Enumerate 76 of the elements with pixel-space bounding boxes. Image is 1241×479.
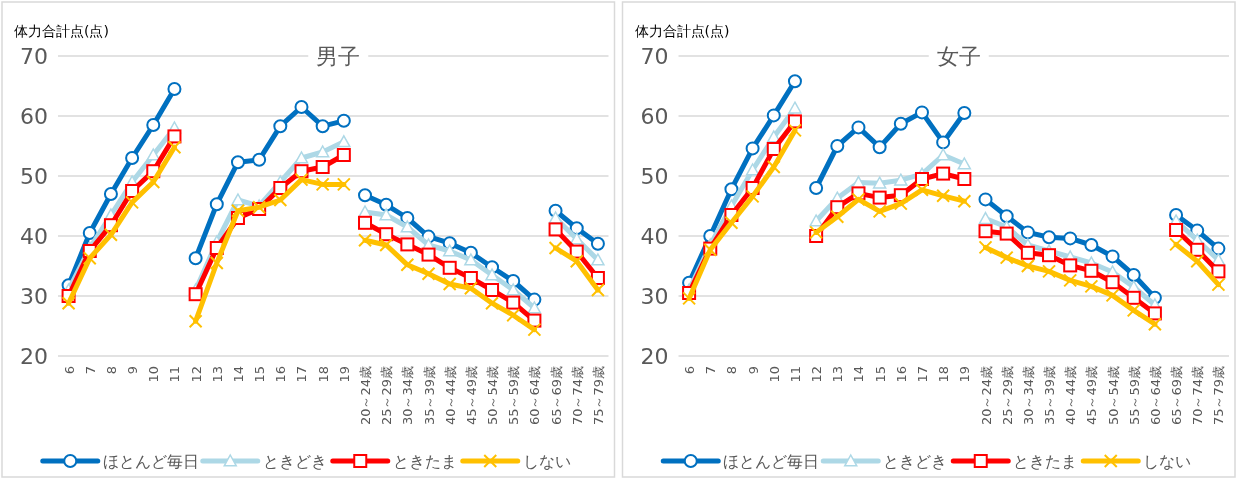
x-tick-label: 14	[230, 366, 246, 383]
x-tick-label: 19	[336, 366, 352, 383]
x-tick-label: 17	[914, 366, 930, 383]
legend-label: ときどき	[883, 452, 948, 471]
y-tick-label: 70	[20, 44, 48, 69]
x-tick-label: 35～39歳	[1042, 366, 1058, 426]
x-tick-label: 25～29歳	[999, 366, 1015, 426]
x-tick-label: 55～59歳	[1126, 366, 1142, 426]
x-tick-label: 60～64歳	[1147, 366, 1163, 426]
y-tick-label: 40	[20, 224, 48, 249]
x-tick-label: 50～54歳	[1105, 366, 1121, 426]
y-axis-title: 体力合計点(点)	[634, 23, 730, 39]
y-axis-title: 体力合計点(点)	[14, 23, 109, 39]
x-tick-label: 6	[682, 366, 698, 375]
x-tick-label: 13	[209, 366, 225, 383]
x-tick-label: 20～24歳	[358, 366, 374, 426]
x-tick-label: 70～74歳	[1190, 366, 1206, 426]
x-tick-label: 16	[893, 366, 909, 383]
x-tick-label: 65～69歳	[1169, 366, 1185, 426]
x-tick-label: 40～44歳	[442, 366, 458, 426]
x-tick-label: 9	[745, 366, 761, 375]
x-tick-label: 35～39歳	[421, 366, 437, 426]
y-tick-label: 70	[640, 44, 669, 69]
y-tick-label: 50	[20, 164, 48, 189]
legend-label: しない	[1143, 452, 1192, 471]
x-tick-label: 30～34歳	[400, 366, 416, 426]
y-tick-label: 20	[640, 344, 669, 369]
x-tick-label: 55～59歳	[506, 366, 522, 426]
x-tick-label: 15	[252, 366, 268, 383]
chart-title: 男子	[316, 44, 361, 69]
x-tick-label: 8	[724, 366, 740, 375]
x-tick-label: 10	[146, 366, 162, 383]
y-tick-label: 30	[20, 284, 48, 309]
x-tick-label: 7	[82, 366, 98, 375]
x-tick-label: 12	[809, 366, 825, 383]
x-tick-label: 8	[103, 366, 119, 375]
y-tick-label: 50	[640, 164, 669, 189]
legend-label: ほとんど毎日	[723, 452, 820, 471]
x-tick-label: 14	[851, 366, 867, 383]
y-tick-label: 40	[640, 224, 669, 249]
x-tick-label: 11	[167, 366, 183, 383]
x-tick-label: 16	[273, 366, 289, 383]
y-tick-label: 60	[640, 104, 669, 129]
x-tick-label: 19	[957, 366, 973, 383]
legend-label: ときどき	[262, 452, 327, 471]
x-tick-label: 9	[125, 366, 141, 375]
x-tick-label: 13	[830, 366, 846, 383]
y-tick-label: 60	[20, 104, 48, 129]
legend-label: ときたま	[392, 452, 457, 471]
x-tick-label: 75～79歳	[1211, 366, 1227, 426]
x-tick-label: 25～29歳	[379, 366, 395, 426]
legend-label: しない	[522, 452, 571, 471]
x-tick-label: 18	[936, 366, 952, 383]
x-tick-label: 30～34歳	[1020, 366, 1036, 426]
x-tick-label: 7	[703, 366, 719, 375]
x-tick-label: 11	[787, 366, 803, 383]
x-tick-label: 50～54歳	[485, 366, 501, 426]
y-tick-label: 20	[20, 344, 48, 369]
x-tick-label: 45～49歳	[463, 366, 479, 426]
x-tick-label: 6	[61, 366, 77, 375]
x-tick-label: 60～64歳	[527, 366, 543, 426]
x-tick-label: 15	[872, 366, 888, 383]
x-tick-label: 75～79歳	[590, 366, 606, 426]
x-tick-label: 17	[294, 366, 310, 383]
x-tick-label: 10	[766, 366, 782, 383]
x-tick-label: 20～24歳	[978, 366, 994, 426]
legend-label: ときたま	[1013, 452, 1078, 471]
x-tick-label: 18	[315, 366, 331, 383]
x-tick-label: 40～44歳	[1063, 366, 1079, 426]
x-tick-label: 65～69歳	[548, 366, 564, 426]
chart-title: 女子	[936, 44, 981, 69]
y-tick-label: 30	[640, 284, 669, 309]
x-tick-label: 12	[188, 366, 204, 383]
legend-label: ほとんど毎日	[102, 452, 199, 471]
x-tick-label: 45～49歳	[1084, 366, 1100, 426]
x-tick-label: 70～74歳	[569, 366, 585, 426]
